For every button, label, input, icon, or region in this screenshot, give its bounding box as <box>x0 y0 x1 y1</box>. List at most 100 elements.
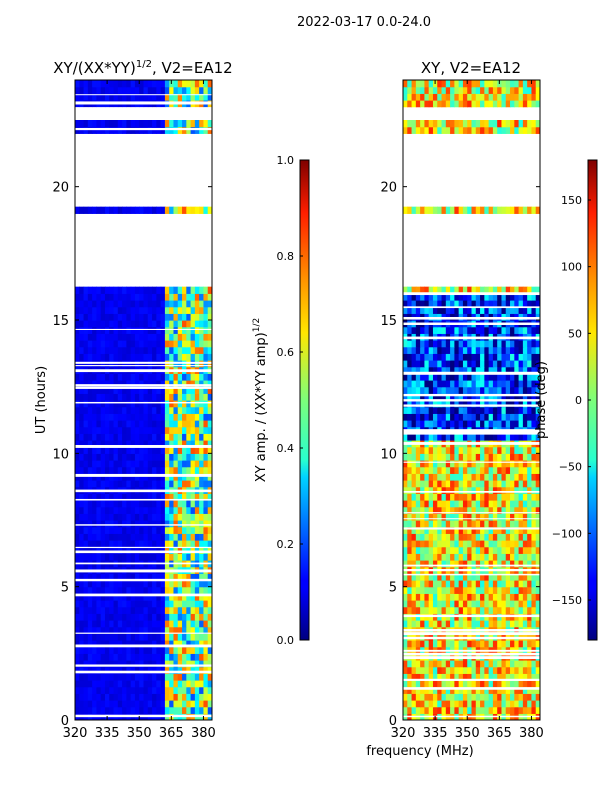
heatmap-cell <box>139 686 145 694</box>
heatmap-cell <box>199 593 205 601</box>
heatmap-cell <box>173 666 179 674</box>
heatmap-cell <box>480 100 485 108</box>
heatmap-cell <box>415 380 421 388</box>
heatmap-cell <box>152 340 157 348</box>
heatmap-cell <box>445 120 451 128</box>
heatmap-cell <box>143 333 149 341</box>
heatmap-cell <box>458 406 464 414</box>
heatmap-cell <box>104 620 110 628</box>
heatmap-cell <box>488 493 494 501</box>
heatmap-row <box>75 346 212 354</box>
heatmap-cell <box>492 346 498 354</box>
heatmap-cell <box>194 373 200 381</box>
heatmap-cell <box>177 80 183 88</box>
heatmap-cell <box>484 506 490 514</box>
heatmap-cell <box>87 506 93 514</box>
heatmap-cell <box>471 520 477 528</box>
heatmap-cell <box>156 440 162 448</box>
heatmap-cell <box>113 540 119 548</box>
heatmap-cell <box>156 626 162 634</box>
heatmap-cell <box>139 660 145 668</box>
heatmap-cell <box>492 533 498 541</box>
heatmap-cell <box>471 706 477 714</box>
heatmap-cell <box>207 453 212 461</box>
heatmap-cell <box>130 593 136 601</box>
heatmap-cell <box>100 680 106 688</box>
heatmap-cell <box>203 440 209 448</box>
heatmap-cell <box>87 620 93 628</box>
heatmap-cell <box>92 413 98 421</box>
heatmap-cell <box>190 473 196 481</box>
heatmap-cell <box>190 466 196 474</box>
heatmap-cell <box>535 486 540 494</box>
heatmap-cell <box>514 533 520 541</box>
heatmap-cell <box>207 526 212 534</box>
heatmap-cell <box>109 513 115 521</box>
heatmap-cell <box>75 406 80 414</box>
heatmap-cell <box>173 660 179 668</box>
heatmap-cell <box>96 120 102 128</box>
heatmap-cell <box>471 346 477 354</box>
heatmap-cell <box>79 653 85 661</box>
heatmap-cell <box>505 420 511 428</box>
heatmap-cell <box>441 366 447 374</box>
heatmap-cell <box>169 700 175 708</box>
heatmap-cell <box>130 700 136 708</box>
heatmap-cell <box>488 373 494 381</box>
heatmap-cell <box>169 686 175 694</box>
heatmap-cell <box>169 533 175 541</box>
heatmap-cell <box>190 86 196 94</box>
heatmap-cell <box>122 80 127 88</box>
heatmap-cell <box>411 553 417 561</box>
heatmap-cell <box>152 126 157 134</box>
heatmap-cell <box>505 386 511 394</box>
heatmap-cell <box>190 553 196 561</box>
heatmap-cell <box>177 406 183 414</box>
heatmap-cell <box>420 306 426 314</box>
heatmap-cell <box>522 413 528 421</box>
heatmap-cell <box>156 406 162 414</box>
heatmap-cell <box>467 486 473 494</box>
heatmap-cell <box>501 620 507 628</box>
heatmap-cell <box>113 433 119 441</box>
heatmap-cell <box>407 560 413 568</box>
heatmap-cell <box>467 400 473 408</box>
heatmap-cell <box>510 686 515 694</box>
heatmap-cell <box>182 500 187 508</box>
heatmap-cell <box>160 593 166 601</box>
heatmap-cell <box>199 300 205 308</box>
heatmap-cell <box>122 673 127 681</box>
heatmap-cell <box>535 353 540 361</box>
heatmap-cell <box>441 420 447 428</box>
heatmap-cell <box>475 513 481 521</box>
heatmap-cell <box>126 506 132 514</box>
heatmap-cell <box>415 406 421 414</box>
heatmap-cell <box>152 493 157 501</box>
heatmap-cell <box>411 546 417 554</box>
heatmap-cell <box>207 586 212 594</box>
heatmap-cell <box>164 513 170 521</box>
heatmap-cell <box>518 533 524 541</box>
heatmap-cell <box>432 466 438 474</box>
heatmap-cell <box>420 660 426 668</box>
heatmap-cell <box>415 686 421 694</box>
heatmap-cell <box>432 413 438 421</box>
heatmap-cell <box>134 286 140 294</box>
heatmap-cell <box>492 433 498 441</box>
heatmap-cell <box>113 320 119 328</box>
heatmap-row <box>403 540 540 548</box>
heatmap-cell <box>186 386 192 394</box>
heatmap-cell <box>441 393 447 401</box>
flagged-line <box>75 670 212 674</box>
heatmap-cell <box>173 593 179 601</box>
heatmap-cell <box>156 500 162 508</box>
heatmap-cell <box>96 286 102 294</box>
heatmap-cell <box>139 600 145 608</box>
heatmap-cell <box>92 380 98 388</box>
heatmap-cell <box>450 420 455 428</box>
heatmap-cell <box>130 693 136 701</box>
heatmap-cell <box>497 353 503 361</box>
heatmap-cell <box>122 286 127 294</box>
heatmap-cell <box>450 206 455 214</box>
heatmap-cell <box>445 506 451 514</box>
